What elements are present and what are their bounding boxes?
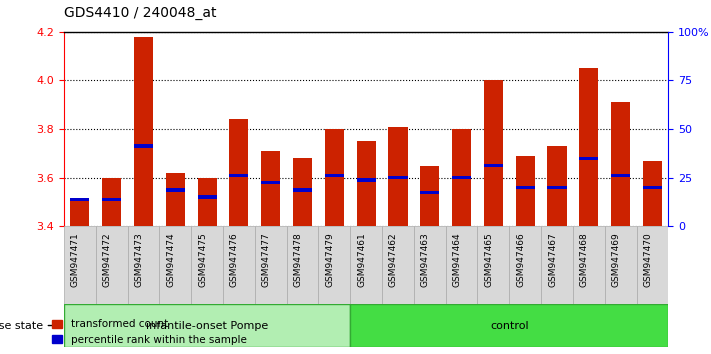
FancyBboxPatch shape [509, 226, 541, 304]
Text: GSM947466: GSM947466 [516, 233, 525, 287]
Legend: transformed count, percentile rank within the sample: transformed count, percentile rank withi… [48, 315, 251, 349]
Text: GSM947470: GSM947470 [643, 233, 653, 287]
Text: GSM947467: GSM947467 [548, 233, 557, 287]
Bar [261, 181, 280, 184]
Bar [70, 198, 90, 201]
Bar [198, 178, 217, 226]
FancyBboxPatch shape [573, 226, 605, 304]
FancyBboxPatch shape [96, 226, 127, 304]
FancyBboxPatch shape [319, 226, 351, 304]
FancyBboxPatch shape [636, 226, 668, 304]
Text: GSM947478: GSM947478 [294, 233, 303, 287]
Bar [102, 198, 122, 201]
Bar [452, 176, 471, 179]
Text: GSM947479: GSM947479 [326, 233, 334, 287]
FancyBboxPatch shape [414, 226, 446, 304]
Text: GSM947465: GSM947465 [484, 233, 493, 287]
Text: GSM947464: GSM947464 [453, 233, 461, 287]
FancyBboxPatch shape [64, 226, 96, 304]
Bar [420, 190, 439, 194]
Bar [515, 156, 535, 226]
FancyBboxPatch shape [605, 226, 636, 304]
Text: GSM947472: GSM947472 [102, 233, 112, 287]
Bar [70, 200, 90, 226]
Bar [611, 102, 630, 226]
FancyBboxPatch shape [351, 304, 668, 347]
Bar [420, 166, 439, 226]
Bar [484, 164, 503, 167]
FancyBboxPatch shape [541, 226, 573, 304]
Bar [579, 68, 599, 226]
Text: GSM947462: GSM947462 [389, 233, 398, 287]
Text: GSM947471: GSM947471 [71, 233, 80, 287]
Text: GSM947474: GSM947474 [166, 233, 176, 287]
Text: GSM947475: GSM947475 [198, 233, 207, 287]
Text: infantile-onset Pompe: infantile-onset Pompe [146, 320, 268, 331]
Bar [579, 156, 599, 160]
Bar [643, 161, 662, 226]
FancyBboxPatch shape [191, 226, 223, 304]
Text: GSM947477: GSM947477 [262, 233, 271, 287]
Bar [230, 173, 248, 177]
Bar [293, 158, 312, 226]
Bar [547, 186, 567, 189]
Text: disease state: disease state [0, 320, 60, 331]
Bar [643, 186, 662, 189]
Bar [547, 146, 567, 226]
FancyBboxPatch shape [159, 226, 191, 304]
FancyBboxPatch shape [287, 226, 319, 304]
Bar [325, 129, 344, 226]
Bar [515, 186, 535, 189]
Bar [611, 173, 630, 177]
Bar [357, 178, 375, 182]
Text: GSM947476: GSM947476 [230, 233, 239, 287]
FancyBboxPatch shape [446, 226, 478, 304]
Bar [230, 119, 248, 226]
Text: GDS4410 / 240048_at: GDS4410 / 240048_at [64, 6, 216, 20]
Bar [261, 151, 280, 226]
Bar [388, 127, 407, 226]
Bar [166, 173, 185, 226]
Text: GSM947469: GSM947469 [611, 233, 621, 287]
Bar [198, 195, 217, 199]
Bar [102, 178, 122, 226]
Bar [134, 37, 153, 226]
FancyBboxPatch shape [64, 304, 351, 347]
FancyBboxPatch shape [223, 226, 255, 304]
Bar [325, 173, 344, 177]
Text: GSM947468: GSM947468 [579, 233, 589, 287]
Text: GSM947461: GSM947461 [357, 233, 366, 287]
Text: GSM947463: GSM947463 [421, 233, 429, 287]
FancyBboxPatch shape [382, 226, 414, 304]
Text: GSM947473: GSM947473 [134, 233, 144, 287]
Bar [293, 188, 312, 192]
FancyBboxPatch shape [127, 226, 159, 304]
FancyBboxPatch shape [478, 226, 509, 304]
Bar [357, 141, 375, 226]
Text: control: control [490, 320, 528, 331]
FancyBboxPatch shape [255, 226, 287, 304]
Bar [166, 188, 185, 192]
Bar [452, 129, 471, 226]
Bar [134, 144, 153, 148]
Bar [484, 80, 503, 226]
FancyBboxPatch shape [351, 226, 382, 304]
Bar [388, 176, 407, 179]
